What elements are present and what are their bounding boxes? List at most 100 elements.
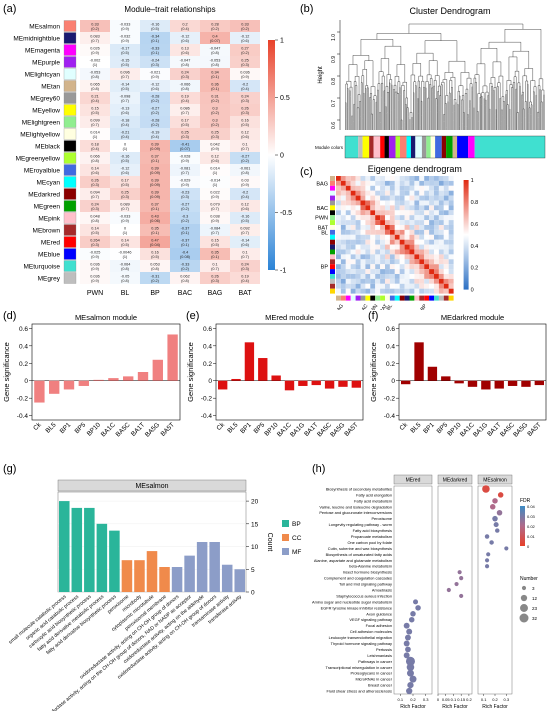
data-point (404, 634, 411, 641)
module-color-swatch (63, 140, 77, 152)
eigengene-cell (404, 259, 410, 265)
eigengene-cell (360, 288, 366, 294)
cell-pvalue: (0.08) (180, 255, 191, 259)
eigengene-cell (409, 288, 415, 294)
eigengene-cell (394, 244, 400, 250)
eigengene-cell (375, 190, 381, 196)
cell-value: -0.032 (120, 34, 131, 38)
data-point (486, 552, 491, 557)
module-color-band (474, 136, 545, 158)
heatmap-cell (110, 188, 140, 200)
size-legend-label: 23 (532, 606, 538, 611)
y-tick-label: 5 (251, 567, 255, 574)
eigengene-cell (443, 229, 449, 235)
row-label: MEgreenyellow (16, 156, 61, 163)
eigengene-cell (424, 269, 430, 274)
eigengene-cell (340, 283, 346, 289)
cell-pvalue: (0.2) (211, 123, 220, 127)
eigengene-cell (380, 210, 385, 216)
heatmap-cell (230, 32, 260, 44)
eigengene-cell (380, 185, 385, 191)
module-color-band (435, 136, 442, 158)
cell-pvalue: (0.7) (91, 123, 100, 127)
heatmap-cell (80, 128, 110, 140)
term-label: Longevity regulating pathway - worm (329, 522, 392, 527)
cell-pvalue: (0.8) (91, 159, 100, 163)
bar (221, 564, 233, 592)
eigengene-cell (409, 215, 415, 221)
eigengene-cell (350, 185, 356, 191)
x-tick-label: BA1C (100, 421, 117, 438)
eigengene-cell (375, 269, 381, 274)
heatmap-cell (200, 188, 230, 200)
eigengene-cell (370, 259, 376, 265)
eigengene-cell (404, 185, 410, 191)
heatmap-title: Module–trait relationships (124, 5, 215, 14)
eigengene-cell (355, 220, 361, 225)
cell-pvalue: (1) (213, 183, 218, 187)
eigengene-cell (345, 190, 351, 196)
bar (184, 555, 195, 592)
col-color-band (448, 295, 454, 301)
eigengene-cell (394, 269, 400, 274)
x-tick-label: BP1 (422, 421, 436, 435)
cell-value: -0.12 (241, 34, 250, 38)
cell-pvalue: (0.5) (151, 27, 160, 31)
col-color-band (399, 295, 405, 301)
heatmap-cell (80, 80, 110, 92)
eigengene-cell (419, 254, 425, 260)
eigengene-cell (340, 215, 346, 221)
col-color-band (360, 295, 366, 301)
bar (108, 378, 119, 381)
eigengene-cell (448, 234, 454, 240)
term-label: Fatty acid elongation (356, 492, 392, 497)
eigengene-cell (409, 185, 415, 191)
y-tick-label: 0.4 (19, 343, 28, 350)
cell-value: -0.16 (151, 22, 160, 26)
cell-pvalue: (0.8) (91, 87, 100, 91)
eigengene-cell (438, 249, 444, 255)
cell-pvalue: (0.3) (241, 267, 250, 271)
eigengene-cell (448, 180, 454, 186)
term-label: beta-Alanine metabolism (349, 564, 392, 569)
fdr-tick-label: 0.04 (527, 504, 536, 509)
eigengene-cell (404, 190, 410, 196)
eigengene-cell (419, 244, 425, 250)
eigengene-cell (399, 244, 405, 250)
heatmap-cell (110, 200, 140, 212)
cell-pvalue: (0.7) (241, 147, 250, 151)
heatmap-cell (110, 176, 140, 188)
x-tick-label: 0.2 (466, 697, 472, 702)
eigengene-cell (365, 264, 371, 270)
module-color-band (369, 136, 374, 158)
cell-pvalue: (0.2) (151, 99, 160, 103)
module-color-swatch (63, 152, 77, 164)
cell-value: 0.036 (90, 274, 100, 278)
term-label: Staphylococcus aureus infection (336, 593, 392, 598)
column-label: BAC (178, 290, 192, 297)
cell-value: -0.053 (90, 70, 101, 74)
eigengene-cell (340, 269, 346, 274)
module-color-swatch (63, 212, 77, 224)
heatmap-cell (110, 116, 140, 128)
eigengene-cell (365, 259, 371, 265)
eigengene-cell (429, 254, 434, 260)
eigengene-cell (345, 185, 351, 191)
y-tick-label: -0.2 (17, 396, 29, 403)
eigengene-cell (385, 283, 390, 289)
heatmap-cell (80, 260, 110, 272)
eigengene-cell (394, 249, 400, 255)
cell-value: 0.014 (210, 166, 220, 170)
data-point (410, 611, 416, 617)
module-color-band (446, 136, 453, 158)
heatmap-cell (230, 80, 260, 92)
eigengene-cell (443, 264, 449, 270)
row-color-band (330, 264, 335, 270)
eigengene-cell (375, 205, 381, 211)
heatmap-cell (200, 248, 230, 260)
eigengene-cell (414, 234, 420, 240)
module-color-swatch (63, 80, 77, 92)
col-trait-label: BAG (334, 303, 345, 310)
cell-pvalue: (0.2) (181, 207, 190, 211)
eigengene-cell (380, 205, 385, 211)
